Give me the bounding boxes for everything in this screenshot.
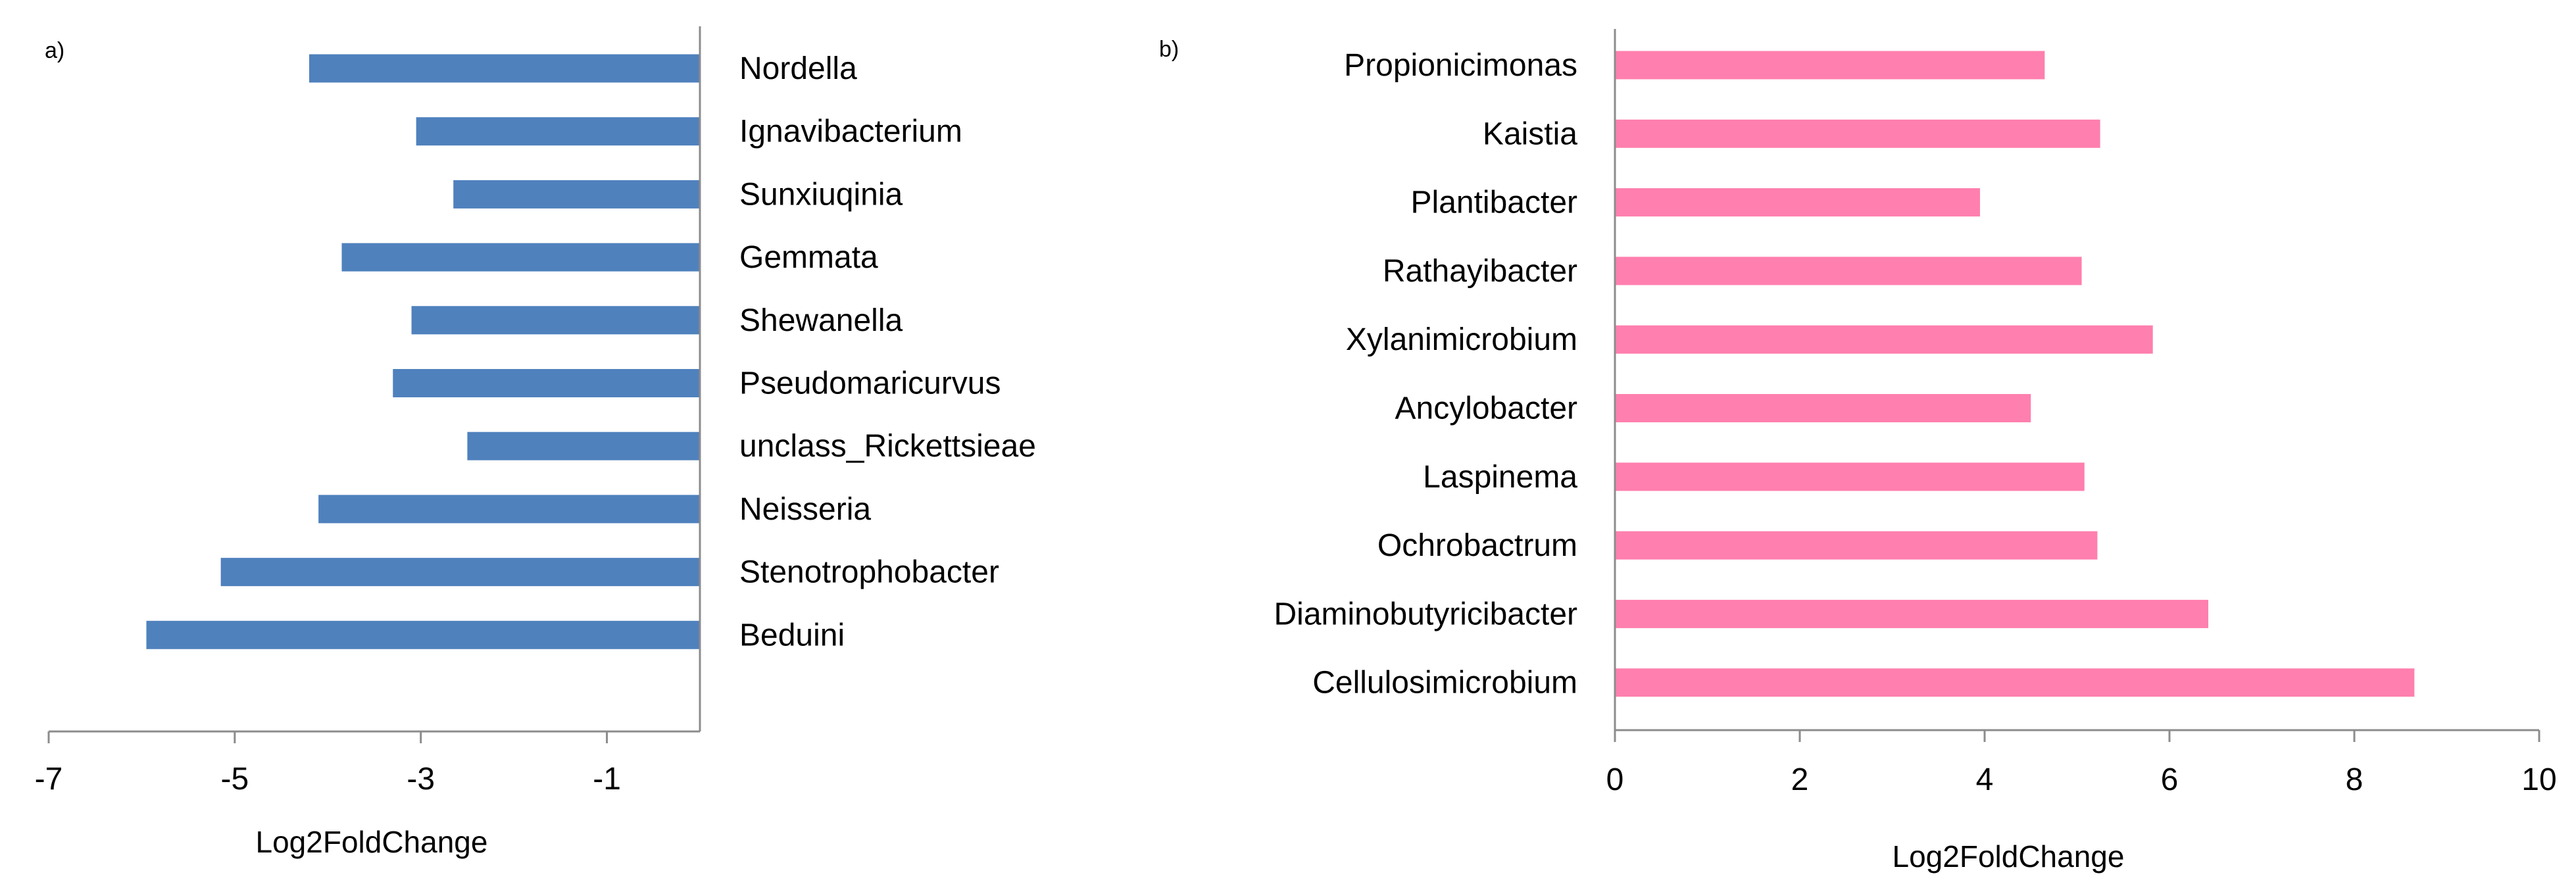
bar-kaistia [1615,119,2100,148]
bar-propionicimonas [1615,51,2045,80]
bar-nordella [309,54,700,83]
x-axis-b: 0 2 4 6 8 10 [1606,29,2557,797]
category-label: Xylanimicrobium [1346,322,1577,357]
bar-ancylobacter [1615,394,2031,422]
category-label: Laspinema [1423,460,1577,495]
category-labels-a: Nordella Ignavibacterium Sunxiuqinia Gemmat… [739,51,1036,653]
bar-plantibacter [1615,188,1980,217]
category-label: Ignavibacterium [739,114,962,149]
bar-beduini [146,620,700,649]
category-label: unclass_Rickettsieae [739,429,1036,464]
bar-cellulosimicrobium [1615,668,2415,697]
x-axis-title-b: Log2FoldChange [1893,839,2125,874]
x-tick-label: -5 [221,762,249,797]
bars-group-a [146,54,701,649]
bar-shewanella [411,306,700,335]
x-tick-label: -3 [407,762,435,797]
category-label: Nordella [739,51,857,86]
category-label: Diaminobutyricibacter [1274,597,1577,631]
chart-panel-a: a) -7 -5 -3 -1 Nordella Ignavibacterium Sunxi… [35,26,1036,859]
x-tick-label: 10 [2521,762,2556,797]
x-tick-label: 8 [2346,762,2364,797]
category-label: Pseudomaricurvus [739,366,1001,401]
category-label: Neisseria [739,492,871,527]
x-tick-label: 6 [2161,762,2179,797]
category-label: Ancylobacter [1395,391,1577,426]
bar-gemmata [341,243,700,272]
x-tick-label: -7 [35,762,63,797]
bar-diaminobutyricibacter [1615,599,2209,628]
chart-panel-b: b) 0 2 4 6 8 10 Propionicimonas Kaistia Plantib… [1159,29,2557,874]
category-label: Sunxiuqinia [739,177,903,212]
category-label: Stenotrophobacter [739,555,999,590]
bar-laspinema [1615,462,2085,491]
panel-label-b: b) [1159,37,1179,62]
category-label: Beduini [739,618,845,653]
x-tick-label: -1 [593,762,621,797]
bar-pseudomaricurvus [393,369,700,397]
category-label: Ochrobactrum [1377,528,1577,563]
category-label: Kaistia [1483,116,1577,151]
x-axis-title-a: Log2FoldChange [256,825,488,859]
bar-stenotrophobacter [220,558,701,587]
panel-label-a: a) [45,38,64,63]
x-axis-a: -7 -5 -3 -1 [35,26,701,797]
category-label: Cellulosimicrobium [1312,666,1577,701]
bar-xylanimicrobium [1615,325,2153,354]
x-tick-label: 2 [1791,762,1809,797]
x-tick-label: 0 [1606,762,1624,797]
bar-sunxiuqinia [453,180,700,209]
x-tick-label: 4 [1976,762,1994,797]
bar-ignavibacterium [416,117,700,146]
category-labels-b: Propionicimonas Kaistia Plantibacter Rathay… [1274,48,1577,701]
bar-unclass-rickettsieae [467,432,700,460]
bar-neisseria [318,495,701,524]
bar-rathayibacter [1615,257,2082,285]
category-label: Gemmata [739,240,878,275]
category-label: Shewanella [739,303,903,338]
category-label: Plantibacter [1411,185,1577,220]
category-label: Propionicimonas [1344,48,1577,83]
category-label: Rathayibacter [1383,254,1577,289]
bar-ochrobactrum [1615,531,2098,560]
bars-group-b [1615,51,2415,697]
